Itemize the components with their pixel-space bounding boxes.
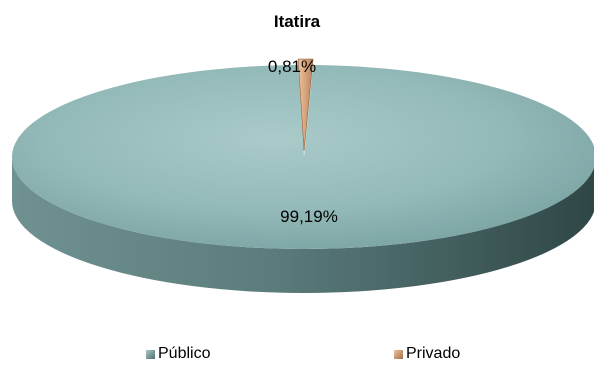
slice-label-publico: 99,19% [280,207,338,226]
legend-swatch-publico [146,349,155,359]
slice-label-privado: 0,81% [268,57,316,76]
slice-privado [297,58,314,152]
chart-title: Itatira [273,12,321,31]
legend-label-privado: Privado [406,345,461,362]
slice-side-publico [12,157,594,293]
legend-label-publico: Público [158,345,211,362]
legend-swatch-privado [394,349,403,359]
legend-item-publico: Público [146,345,210,363]
legend-item-privado: Privado [394,345,460,363]
slice-publico [12,65,594,249]
